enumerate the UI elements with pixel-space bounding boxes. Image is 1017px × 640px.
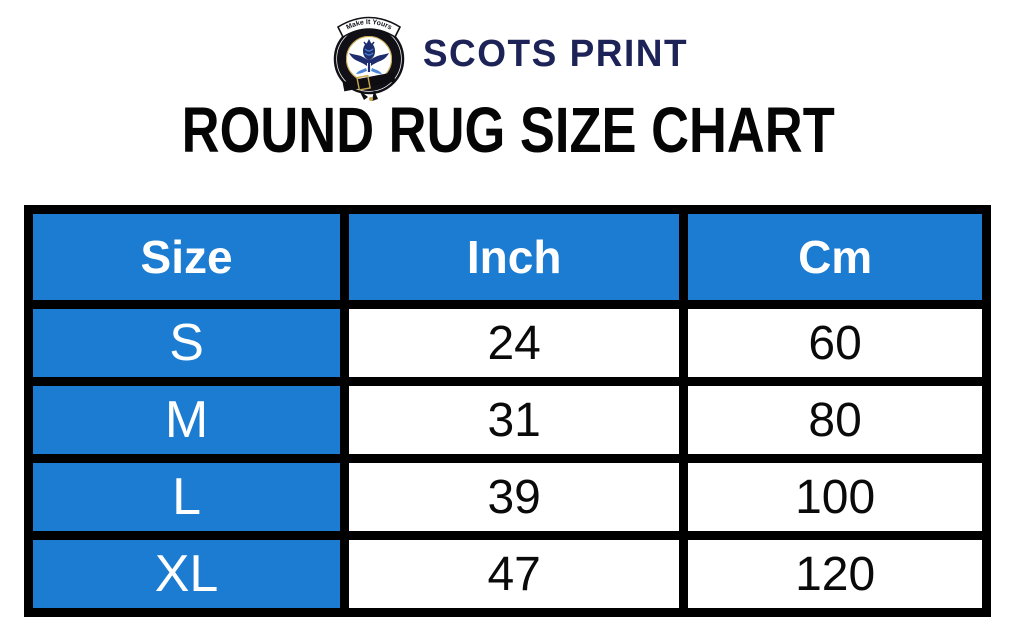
inch-cell: 39 (340, 454, 689, 540)
size-chart-table: Size Inch Cm S 24 60 M 31 80 L 39 100 XL (23, 205, 991, 617)
table-row: S 24 60 (23, 300, 991, 386)
inch-cell: 47 (340, 531, 689, 617)
table-row: L 39 100 (23, 454, 991, 540)
size-cell: L (23, 454, 350, 540)
size-cell: XL (23, 531, 350, 617)
cm-cell: 60 (679, 300, 991, 386)
column-header-size: Size (23, 205, 350, 309)
strap-icon (342, 72, 396, 92)
column-header-cm: Cm (679, 205, 991, 309)
inch-cell: 31 (340, 377, 689, 463)
column-header-inch: Inch (340, 205, 689, 309)
cm-cell: 80 (679, 377, 991, 463)
cm-cell: 120 (679, 531, 991, 617)
thistle-crest-icon: Make It Yours (333, 16, 405, 101)
brand-logo: Make It Yours SCOTS PRINT (0, 6, 1017, 102)
thistle-icon (348, 39, 389, 74)
inch-cell: 24 (340, 300, 689, 386)
table-row: M 31 80 (23, 377, 991, 463)
page-title: ROUND RUG SIZE CHART (181, 94, 836, 166)
brand-wordmark: SCOTS PRINT (422, 32, 689, 75)
size-cell: S (23, 300, 350, 386)
table-header-row: Size Inch Cm (23, 205, 991, 309)
cm-cell: 100 (679, 454, 991, 540)
table-row: XL 47 120 (23, 531, 991, 617)
size-cell: M (23, 377, 350, 463)
